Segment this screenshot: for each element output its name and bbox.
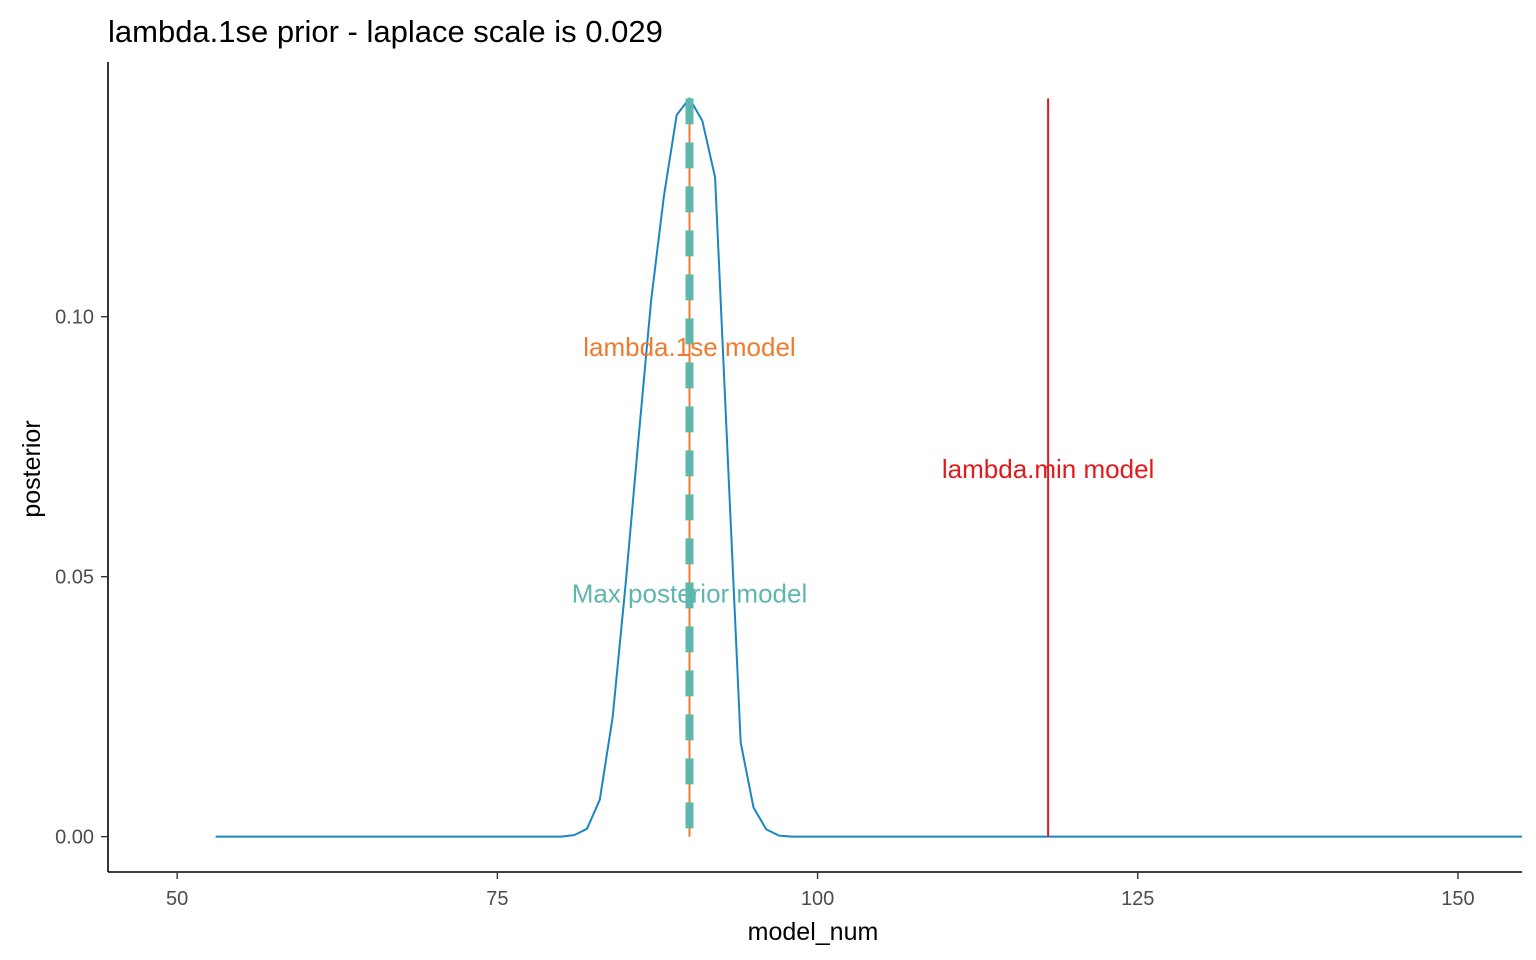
x-tick-label: 50 <box>166 888 188 910</box>
x-tick-label: 100 <box>801 888 834 910</box>
y-axis: 0.00 0.05 0.10 <box>55 62 109 872</box>
plot-area: lambda.1se model Max posterior model lambd… <box>215 97 1522 838</box>
x-tick-label: 125 <box>1121 888 1154 910</box>
annotation-1: lambda.1se model <box>583 332 795 362</box>
posterior-line <box>215 97 1522 838</box>
annotation-2: Max posterior model <box>572 578 808 608</box>
y-tick-label: 0.10 <box>55 307 94 329</box>
x-axis-label: model_num <box>748 918 879 946</box>
y-tick-label: 0.05 <box>55 567 94 589</box>
x-tick-label: 150 <box>1441 888 1474 910</box>
x-tick-label: 75 <box>486 888 508 910</box>
annotation-3: lambda.min model <box>942 454 1154 484</box>
y-axis-label: posterior <box>18 420 46 517</box>
y-tick-label: 0.00 <box>55 827 94 849</box>
x-axis: 50 75 100 125 150 <box>108 871 1522 910</box>
chart-title: lambda.1se prior - laplace scale is 0.02… <box>108 14 663 49</box>
